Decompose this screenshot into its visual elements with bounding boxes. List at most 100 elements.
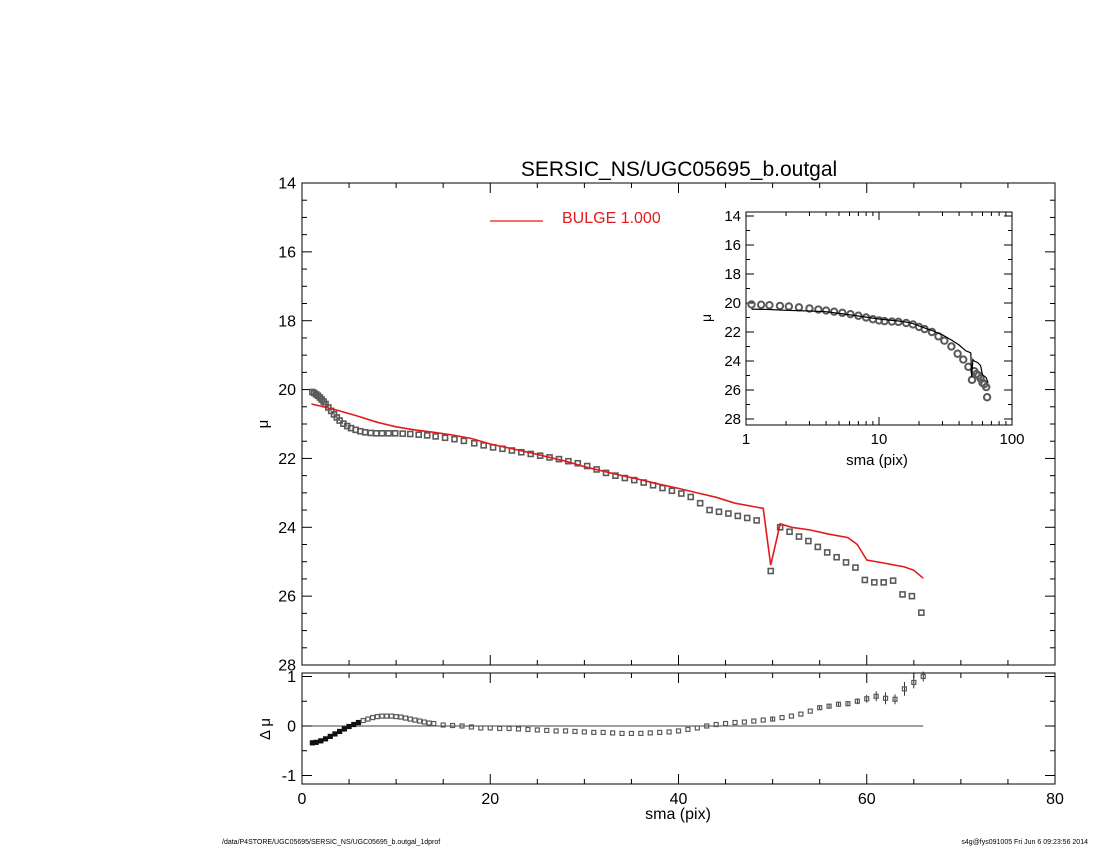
residual-point bbox=[788, 713, 795, 719]
inset-ytick-label: 20 bbox=[724, 295, 741, 312]
main-data-point bbox=[725, 510, 732, 517]
inset-data-point bbox=[959, 355, 968, 364]
main-data-point bbox=[378, 429, 386, 437]
legend-label: BULGE 1.000 bbox=[562, 210, 661, 227]
main-data-point bbox=[687, 493, 695, 501]
residual-point bbox=[591, 729, 597, 736]
residual-point bbox=[360, 717, 366, 724]
main-data-point bbox=[678, 490, 685, 497]
residual-point bbox=[346, 723, 352, 730]
residual-point bbox=[835, 701, 842, 707]
residual-point bbox=[628, 730, 635, 737]
main-ytick-label: 22 bbox=[278, 451, 296, 468]
residual-point bbox=[704, 723, 710, 729]
residual-point bbox=[534, 727, 540, 733]
inset-data-point bbox=[829, 307, 839, 316]
residual-point bbox=[770, 716, 776, 722]
residual-point bbox=[431, 720, 437, 727]
inset-data-point bbox=[756, 300, 766, 309]
residual-point bbox=[322, 736, 329, 742]
main-data-point bbox=[460, 437, 468, 445]
main-data-point bbox=[795, 533, 803, 540]
inset-data-point bbox=[784, 302, 794, 311]
main-data-point bbox=[441, 434, 449, 442]
residual-point bbox=[407, 716, 413, 722]
residual-point bbox=[892, 696, 898, 702]
main-data-point bbox=[480, 442, 487, 449]
main-data-point bbox=[659, 484, 666, 492]
residual-xtick-label: 60 bbox=[858, 791, 876, 808]
residual-point bbox=[817, 705, 823, 711]
main-data-point bbox=[415, 431, 423, 438]
residual-point bbox=[544, 727, 550, 734]
residual-point bbox=[506, 725, 512, 732]
residual-point bbox=[426, 720, 432, 726]
residual-point bbox=[369, 714, 376, 721]
residual-point bbox=[638, 730, 644, 737]
main-data-point bbox=[814, 543, 822, 551]
residual-point bbox=[722, 720, 729, 727]
footer-right-stamp: s4g@fys091005 Fri Jun 6 09:23:56 2014 bbox=[961, 839, 1088, 846]
main-ytick-label: 16 bbox=[278, 244, 296, 261]
residual-point bbox=[497, 725, 503, 732]
residual-ylabel: Δ μ bbox=[257, 718, 274, 740]
inset-xtick-label: 10 bbox=[871, 431, 888, 448]
residual-point bbox=[450, 722, 456, 729]
residual-point bbox=[732, 719, 738, 726]
inset-ytick-label: 26 bbox=[724, 382, 741, 399]
main-data-point bbox=[715, 508, 723, 516]
main-data-point bbox=[880, 579, 887, 586]
residual-point bbox=[911, 679, 917, 686]
main-data-point bbox=[696, 499, 704, 507]
main-data-point bbox=[889, 577, 897, 584]
residual-point bbox=[341, 726, 347, 732]
main-ytick-label: 26 bbox=[278, 589, 296, 606]
main-data-point bbox=[385, 429, 392, 437]
residual-point bbox=[388, 713, 395, 719]
residual-point bbox=[365, 716, 371, 722]
inset-xtick-label: 100 bbox=[999, 431, 1024, 448]
main-data-point bbox=[518, 448, 525, 456]
inset-data-point bbox=[821, 306, 831, 315]
residual-point bbox=[332, 731, 338, 737]
main-data-point bbox=[805, 537, 812, 545]
residual-point bbox=[882, 695, 889, 701]
main-data-point bbox=[361, 428, 369, 436]
main-ylabel: μ bbox=[255, 420, 272, 429]
main-data-point bbox=[668, 487, 676, 495]
inset-ylabel: μ bbox=[698, 314, 714, 322]
main-data-point bbox=[861, 576, 869, 584]
inset-xlabel: sma (pix) bbox=[846, 452, 908, 469]
residual-point bbox=[402, 715, 409, 721]
main-data-point bbox=[899, 591, 906, 598]
main-data-point bbox=[432, 433, 439, 440]
main-data-point bbox=[706, 506, 713, 514]
residual-point bbox=[713, 721, 719, 728]
residual-point bbox=[807, 708, 813, 714]
footer-left-path: /data/P4STORE/UGC05695/SERSIC_NS/UGC0569… bbox=[222, 839, 441, 846]
inset-ytick-label: 16 bbox=[724, 237, 741, 254]
main-data-point bbox=[451, 435, 458, 443]
residual-xtick-label: 80 bbox=[1046, 791, 1064, 808]
residual-point bbox=[864, 696, 870, 702]
residual-point bbox=[675, 728, 682, 734]
residual-point bbox=[779, 714, 785, 721]
residual-point bbox=[920, 673, 926, 680]
inset-data-point bbox=[947, 342, 956, 351]
main-data-point bbox=[743, 514, 751, 522]
inset-data-point bbox=[940, 336, 949, 345]
inset-ytick-label: 24 bbox=[724, 353, 741, 370]
residual-point bbox=[487, 725, 493, 731]
residual-point bbox=[751, 718, 757, 724]
main-ytick-label: 24 bbox=[278, 520, 296, 537]
main-data-point bbox=[918, 609, 925, 616]
residual-xlabel: sma (pix) bbox=[645, 806, 711, 823]
inset-data-point bbox=[982, 393, 992, 402]
residual-ytick-label: 1 bbox=[287, 669, 296, 686]
inset-panel: 1 10 100 14 16 18 20 22 24 26 28 sma (pix) μ bbox=[698, 208, 1025, 469]
inset-data-point bbox=[953, 349, 962, 358]
main-data-point bbox=[786, 528, 793, 536]
inset-data-point bbox=[982, 382, 991, 392]
main-legend: BULGE 1.000 bbox=[490, 210, 661, 227]
